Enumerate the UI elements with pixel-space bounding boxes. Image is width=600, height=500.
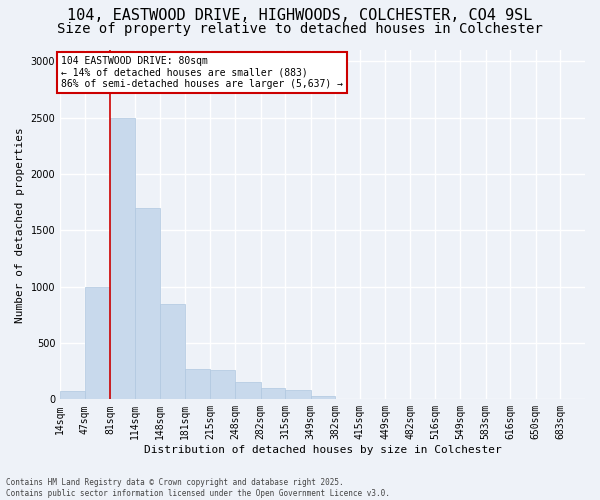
Text: 104, EASTWOOD DRIVE, HIGHWOODS, COLCHESTER, CO4 9SL: 104, EASTWOOD DRIVE, HIGHWOODS, COLCHEST…: [67, 8, 533, 22]
X-axis label: Distribution of detached houses by size in Colchester: Distribution of detached houses by size …: [144, 445, 502, 455]
Text: Size of property relative to detached houses in Colchester: Size of property relative to detached ho…: [57, 22, 543, 36]
Bar: [135, 208, 160, 400]
Text: 104 EASTWOOD DRIVE: 80sqm
← 14% of detached houses are smaller (883)
86% of semi: 104 EASTWOOD DRIVE: 80sqm ← 14% of detac…: [61, 56, 343, 89]
Y-axis label: Number of detached properties: Number of detached properties: [15, 127, 25, 322]
Bar: [285, 390, 311, 400]
Bar: [260, 388, 285, 400]
Bar: [185, 369, 211, 400]
Bar: [311, 396, 335, 400]
Bar: [211, 370, 235, 400]
Bar: [235, 382, 260, 400]
Bar: [110, 118, 135, 400]
Bar: [85, 286, 110, 400]
Bar: [335, 399, 360, 400]
Text: Contains HM Land Registry data © Crown copyright and database right 2025.
Contai: Contains HM Land Registry data © Crown c…: [6, 478, 390, 498]
Bar: [160, 304, 185, 400]
Bar: [60, 391, 85, 400]
